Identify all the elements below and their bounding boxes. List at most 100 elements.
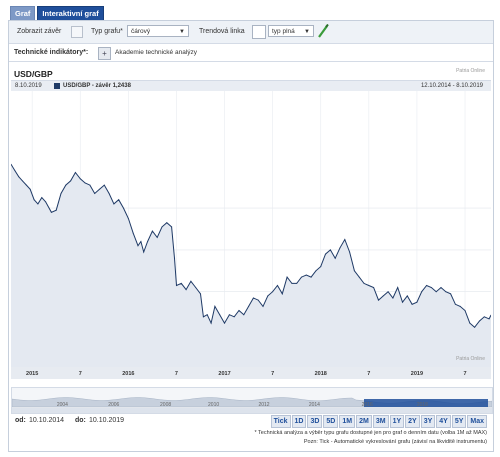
footnote-technical: * Technická analýza a výběr typu grafu d… [254,430,487,436]
data-point [363,282,365,284]
show-close-checkbox[interactable] [71,26,83,38]
x-tick-label: 2018 [315,371,327,377]
data-point [127,217,129,220]
chart-type-value: čárový [131,28,151,35]
trend-line-label: Trendová linka [199,28,245,35]
zoom-button-5y[interactable]: 5Y [451,415,467,428]
data-point [33,199,35,201]
navigator-selection[interactable] [364,399,488,407]
data-point [206,314,208,316]
data-point [310,276,312,278]
data-point [353,270,356,272]
footnote-tick: Pozn: Tick - Automatické vykreslování gr… [303,439,487,445]
data-point [50,211,53,213]
chart-type-select[interactable]: čárový ▼ [127,25,189,37]
line-style-select[interactable]: typ plná ▼ [268,25,314,37]
zoom-button-3d[interactable]: 3D [307,415,323,428]
data-point [21,180,24,182]
add-indicator-button[interactable]: + [98,47,111,60]
zoom-button-tick[interactable]: Tick [270,415,291,428]
data-point [445,291,447,293]
zoom-button-1y[interactable]: 1Y [389,415,405,428]
data-point [474,326,476,328]
data-point [29,188,31,190]
data-point [74,171,77,174]
data-point [454,303,457,305]
data-point [60,192,62,195]
data-point [166,222,168,224]
source-label-bottom: Patria Online [456,356,485,362]
legend-swatch [54,83,60,89]
pencil-icon[interactable] [317,24,329,38]
to-date-field[interactable]: 10.10.2019 [89,417,125,424]
data-point [151,230,154,232]
zoom-button-3m[interactable]: 3M [372,415,389,428]
data-point [320,266,322,268]
series-line [11,163,491,329]
data-point [449,293,452,295]
zoom-button-2y[interactable]: 2Y [405,415,420,428]
navigator-year-label: 2004 [57,402,68,408]
navigator-scrollbar[interactable] [12,408,492,413]
chart-toolbar: Zobrazit závěr Typ grafu* čárový ▼ Trend… [9,21,493,44]
data-point [478,320,481,322]
data-point [483,316,485,318]
data-point [156,236,158,238]
data-point [41,197,43,199]
line-style-value: typ plná [272,28,295,35]
data-point [137,245,139,247]
data-point [122,207,125,209]
zoom-button-3y[interactable]: 3Y [420,415,436,428]
data-point [339,247,341,249]
data-point [219,314,221,316]
price-chart[interactable]: 1,20001,30001,40001,5000Patria Online201… [11,91,491,379]
data-point [210,322,212,324]
data-point [358,276,360,278]
data-point [161,226,163,228]
data-point [425,284,428,287]
zoom-button-2m[interactable]: 2M [356,415,372,428]
data-point [469,322,471,324]
data-point [464,309,466,312]
tab-interactive-chart[interactable]: Interaktivní graf [37,6,104,20]
data-point [397,286,399,289]
data-point [490,314,491,316]
data-point [267,295,269,297]
zoom-button-4y[interactable]: 4Y [436,415,451,428]
data-point [416,301,418,303]
chart-footer: od: 10.10.2014 do: 10.10.2019 Tick 1D 3D 5D… [9,415,493,451]
data-point [300,276,303,278]
data-point [79,178,81,180]
data-point [348,251,351,253]
from-date-field[interactable]: 10.10.2014 [29,417,65,424]
data-point [228,314,230,316]
data-point [132,232,134,234]
data-point [11,163,12,165]
trend-color-box[interactable] [252,25,266,39]
data-point [94,192,96,195]
data-point [382,295,384,297]
navigator-year-label: 2014 [309,402,320,408]
academy-link[interactable]: Akademie technické analýzy [115,49,198,56]
range-navigator[interactable]: 2004 2006 2008 2010 2012 2014 2016 2018 [11,387,493,414]
indicators-label: Technické indikátory*: [14,49,89,56]
data-point [143,251,145,253]
navigator-year-label: 2012 [258,402,269,408]
navigator-year-label: 2008 [160,402,171,408]
data-point [459,305,461,307]
zoom-button-1d[interactable]: 1D [291,415,307,428]
zoom-button-5d[interactable]: 5D [323,415,339,428]
data-point [89,184,91,186]
data-point [223,322,226,324]
data-point [14,169,16,172]
data-point [406,295,408,297]
data-point [305,274,307,276]
tab-graf[interactable]: Graf [10,6,36,20]
zoom-button-max[interactable]: Max [467,415,487,428]
series-area [11,164,491,367]
x-tick-label: 2017 [218,371,230,377]
zoom-button-1m[interactable]: 1M [339,415,356,428]
data-point [411,303,413,305]
data-point [98,188,101,190]
data-point [281,293,283,295]
